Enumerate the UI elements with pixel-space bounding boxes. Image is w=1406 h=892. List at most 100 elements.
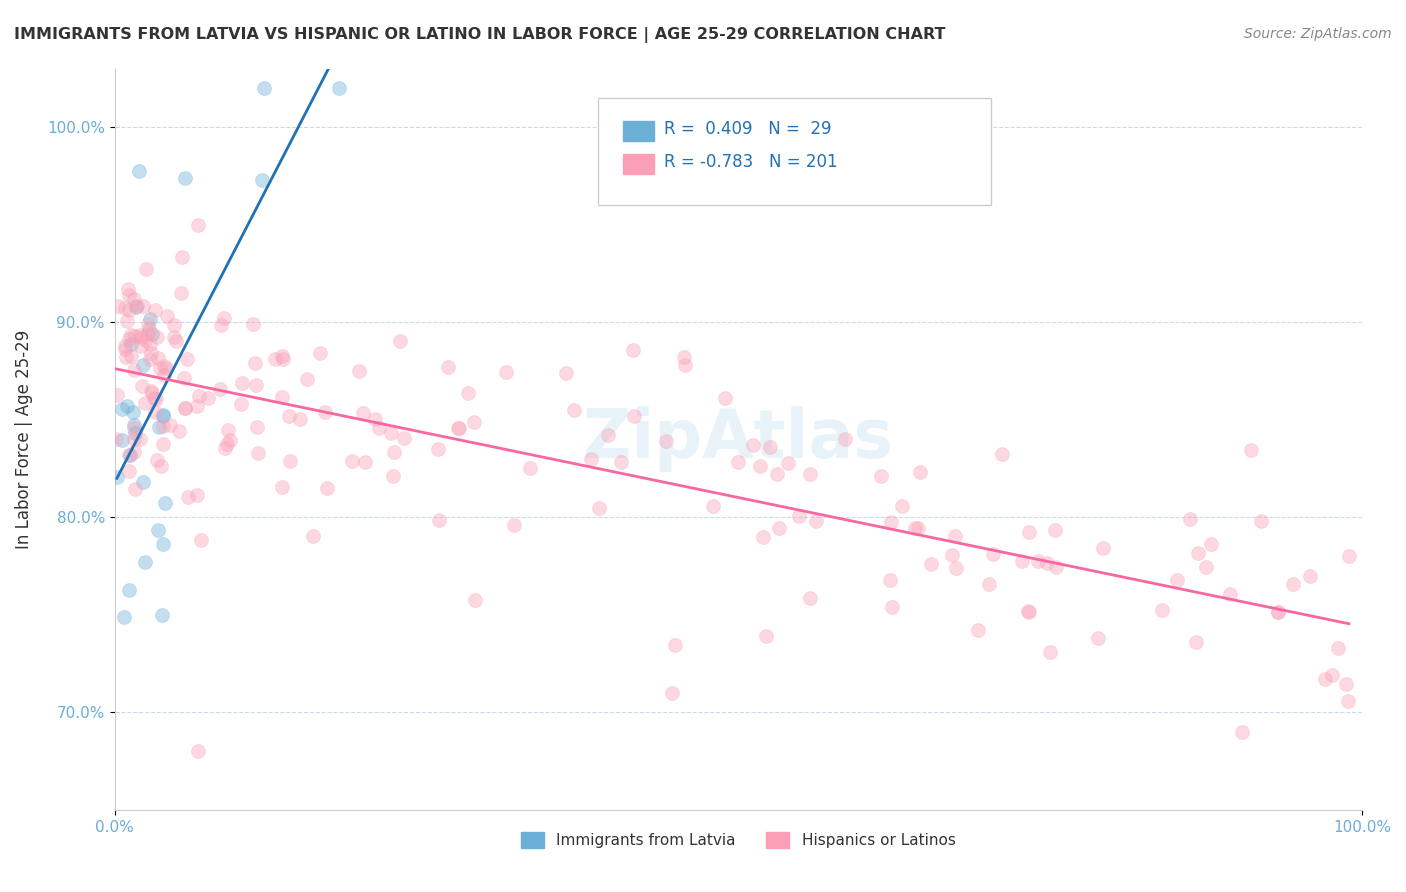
Point — [755, 629, 778, 643]
Point — [388, 334, 411, 348]
Point — [124, 432, 146, 446]
Point — [217, 423, 239, 437]
Point — [118, 583, 141, 598]
Point — [768, 521, 790, 535]
Point — [186, 488, 208, 502]
Point — [806, 514, 828, 528]
Point — [170, 285, 193, 300]
Point — [1184, 634, 1206, 648]
Point — [328, 81, 350, 95]
Point — [118, 332, 141, 346]
Point — [727, 454, 749, 468]
Point — [114, 301, 136, 316]
Point — [271, 390, 294, 404]
Point — [146, 524, 169, 538]
Point — [907, 521, 929, 535]
Point — [152, 437, 174, 451]
Point — [1199, 537, 1222, 551]
Point — [787, 509, 810, 524]
Point — [437, 359, 460, 374]
Point — [129, 432, 152, 446]
Point — [229, 397, 252, 411]
Point — [1035, 557, 1057, 571]
Point — [288, 411, 311, 425]
Point — [143, 391, 166, 405]
Point — [167, 425, 190, 439]
Point — [149, 459, 172, 474]
Point — [382, 469, 405, 483]
Point — [163, 329, 186, 343]
Point — [135, 262, 157, 277]
Point — [132, 358, 155, 372]
Point — [117, 282, 139, 296]
Point — [1336, 677, 1358, 691]
Text: Source: ZipAtlas.com: Source: ZipAtlas.com — [1244, 27, 1392, 41]
Point — [749, 459, 772, 474]
Point — [1327, 641, 1350, 656]
Point — [152, 537, 174, 551]
Point — [114, 339, 136, 353]
Point — [1018, 525, 1040, 540]
Point — [197, 391, 219, 405]
Point — [1011, 554, 1033, 568]
Point — [139, 345, 162, 359]
Point — [714, 391, 737, 405]
Y-axis label: In Labor Force | Age 25-29: In Labor Force | Age 25-29 — [15, 329, 32, 549]
Point — [752, 530, 775, 544]
Point — [246, 419, 269, 434]
Point — [673, 358, 696, 372]
Point — [136, 317, 159, 331]
Point — [117, 287, 139, 301]
Point — [1039, 645, 1062, 659]
Text: R = -0.783   N = 201: R = -0.783 N = 201 — [664, 153, 837, 171]
Point — [107, 299, 129, 313]
Point — [1337, 549, 1360, 564]
Point — [190, 533, 212, 547]
Point — [124, 426, 146, 441]
Point — [114, 343, 136, 357]
Point — [141, 327, 163, 342]
Point — [1026, 553, 1049, 567]
Point — [1337, 694, 1360, 708]
Point — [253, 81, 276, 95]
Point — [702, 499, 724, 513]
Point — [1178, 512, 1201, 526]
Point — [141, 385, 163, 400]
Point — [882, 599, 904, 614]
Point — [132, 475, 155, 490]
Point — [118, 302, 141, 317]
Point — [1267, 605, 1289, 619]
Point — [176, 351, 198, 366]
Point — [966, 623, 988, 637]
Point — [122, 445, 145, 459]
Text: R =  0.409   N =  29: R = 0.409 N = 29 — [664, 120, 831, 138]
Point — [1017, 604, 1039, 618]
Point — [156, 310, 179, 324]
Point — [778, 456, 800, 470]
Point — [353, 455, 375, 469]
Point — [242, 317, 264, 331]
Point — [1091, 541, 1114, 556]
Point — [503, 517, 526, 532]
Point — [120, 449, 142, 463]
Point — [1267, 605, 1289, 619]
Point — [271, 480, 294, 494]
Point — [165, 334, 187, 348]
Point — [115, 399, 138, 413]
Point — [562, 403, 585, 417]
Point — [122, 418, 145, 433]
Point — [252, 172, 274, 186]
Point — [766, 467, 789, 481]
Point — [1087, 632, 1109, 646]
Point — [128, 327, 150, 342]
Point — [124, 421, 146, 435]
Point — [904, 521, 927, 535]
Point — [382, 445, 405, 459]
Point — [664, 639, 686, 653]
Point — [1194, 559, 1216, 574]
Point — [427, 513, 450, 527]
Point — [174, 170, 197, 185]
Point — [122, 404, 145, 418]
Point — [890, 500, 912, 514]
Point — [979, 576, 1001, 591]
